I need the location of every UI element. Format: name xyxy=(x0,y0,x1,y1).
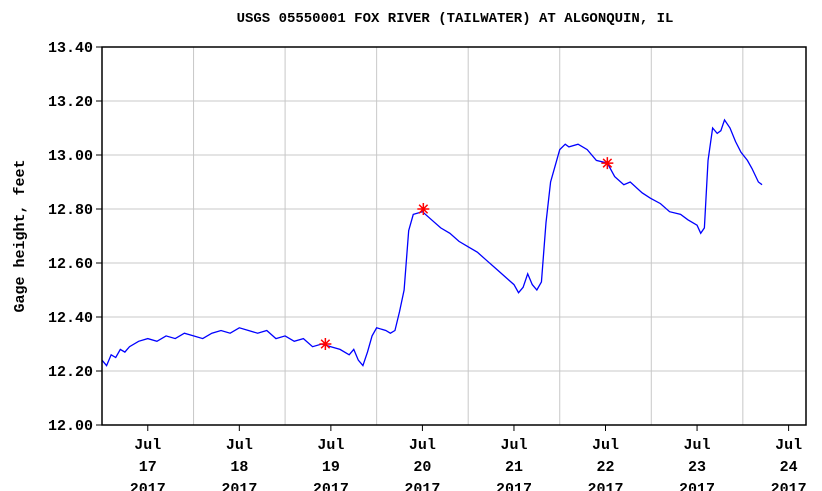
marker xyxy=(417,203,430,215)
y-tick-label: 13.40 xyxy=(48,40,93,57)
x-tick-label: Jul 19 2017 xyxy=(313,437,349,491)
x-tick-label: Jul 18 2017 xyxy=(221,437,257,491)
y-tick-label: 13.00 xyxy=(48,148,93,165)
marker xyxy=(319,338,332,350)
y-tick-label: 12.20 xyxy=(48,364,93,381)
x-tick-label: Jul 23 2017 xyxy=(679,437,715,491)
y-tick-label: 13.20 xyxy=(48,94,93,111)
y-tick-label: 12.80 xyxy=(48,202,93,219)
x-tick-label: Jul 22 2017 xyxy=(588,437,624,491)
x-tick-label: Jul 17 2017 xyxy=(130,437,166,491)
x-tick-label: Jul 21 2017 xyxy=(496,437,532,491)
x-tick-label: Jul 24 2017 xyxy=(771,437,807,491)
y-tick-label: 12.40 xyxy=(48,310,93,327)
marker xyxy=(601,157,614,170)
y-tick-label: 12.60 xyxy=(48,256,93,273)
data-line xyxy=(101,118,763,367)
y-tick-label: 12.00 xyxy=(48,418,93,435)
plot-frame xyxy=(101,46,807,426)
y-axis-label: Gage height, feet xyxy=(12,159,29,312)
chart-title: USGS 05550001 FOX RIVER (TAILWATER) AT A… xyxy=(237,11,674,27)
x-tick-label: Jul 20 2017 xyxy=(404,437,440,491)
